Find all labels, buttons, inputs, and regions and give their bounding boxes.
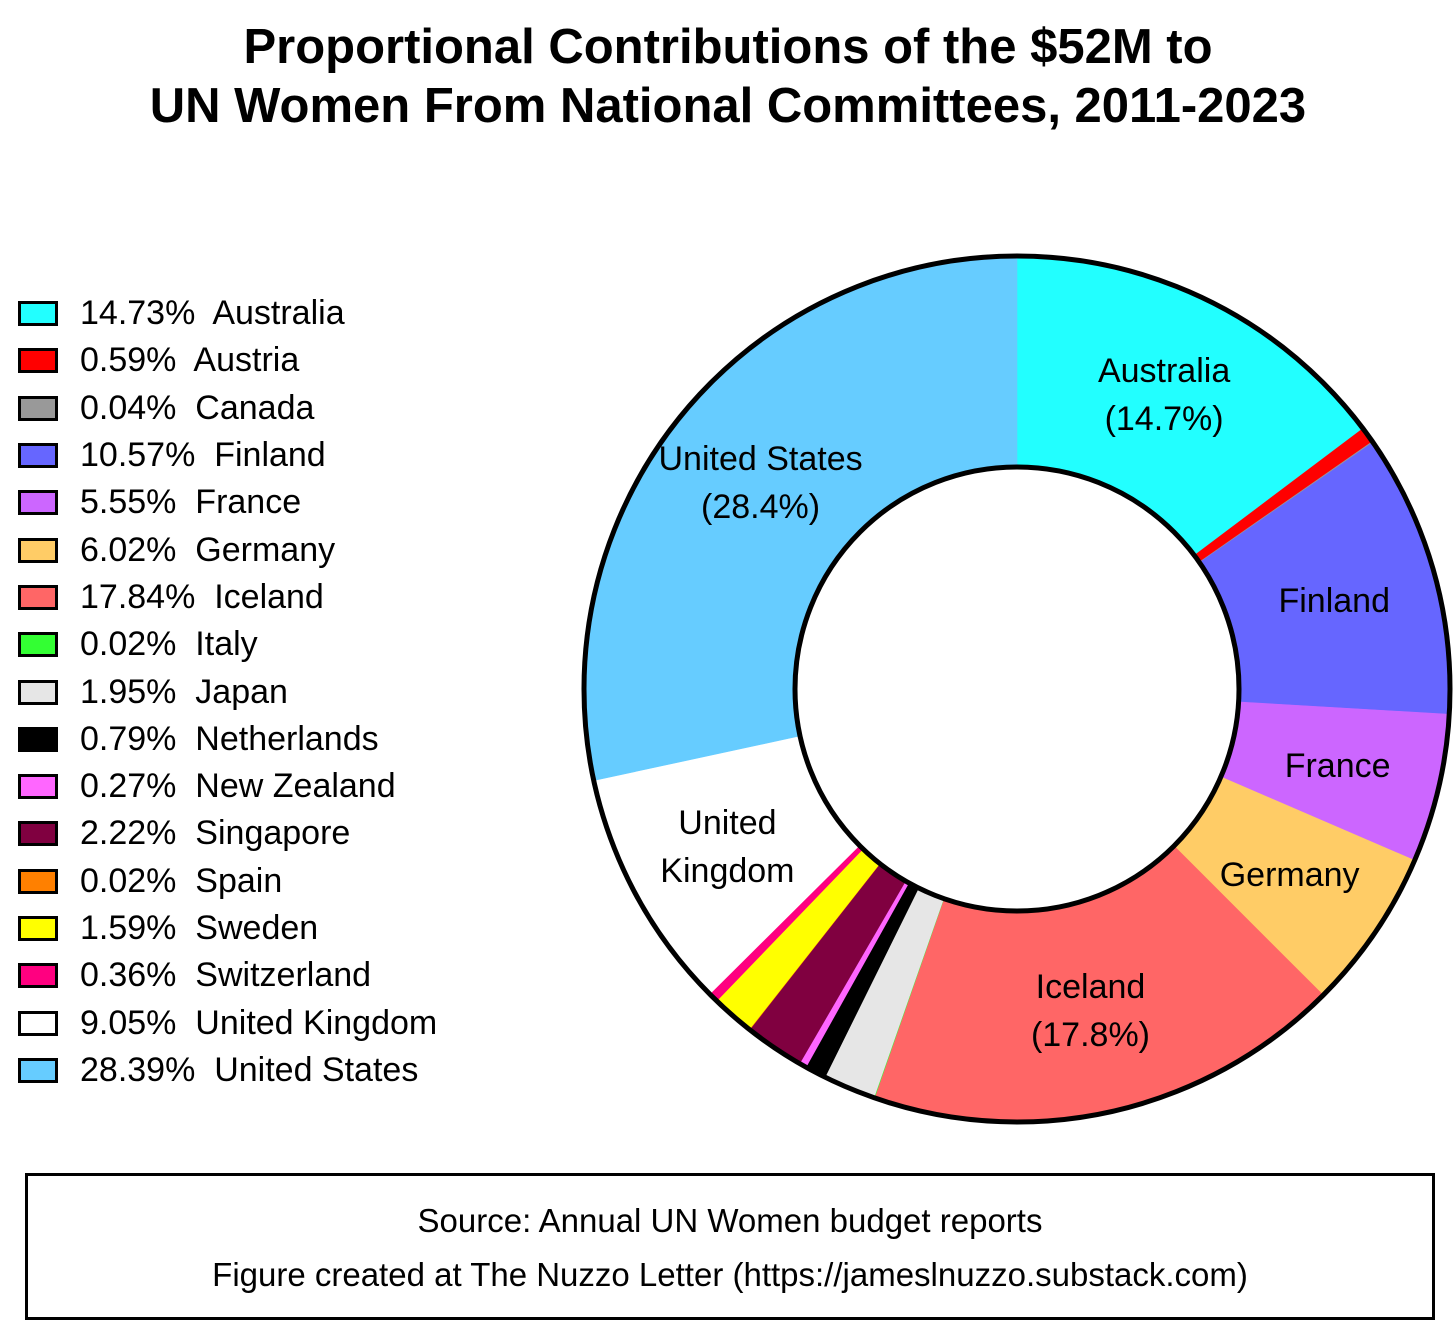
slice-label-germany: Germany: [1220, 856, 1360, 894]
legend-item-austria: 0.59% Austria: [18, 337, 437, 384]
legend-swatch: [18, 443, 58, 469]
slice-label-united-states: United States (28.4%): [658, 440, 862, 526]
legend-item-canada: 0.04% Canada: [18, 385, 437, 432]
chart-title-line-2: UN Women From National Committees, 2011-…: [149, 79, 1307, 133]
legend-label: 0.36% Switzerland: [80, 956, 372, 995]
slice-label-united-kingdom: United Kingdom: [660, 804, 794, 890]
legend-item-germany: 6.02% Germany: [18, 526, 437, 573]
slice-label-france: France: [1285, 747, 1391, 785]
legend-label: 0.59% Austria: [80, 341, 300, 380]
chart-title: Proportional Contributions of the $52M t…: [0, 18, 1456, 136]
legend-item-switzerland: 0.36% Switzerland: [18, 952, 437, 999]
slice-label-finland: Finland: [1278, 582, 1390, 620]
credit-text: Figure created at The Nuzzo Letter (http…: [212, 1256, 1248, 1293]
legend-label: 10.57% Finland: [80, 436, 326, 475]
legend-label: 0.79% Netherlands: [80, 719, 379, 758]
legend-label: 1.59% Sweden: [80, 909, 319, 947]
legend-label: 9.05% United Kingdom: [80, 1003, 438, 1042]
legend-swatch: [18, 868, 58, 894]
legend-swatch: [18, 963, 58, 989]
legend-item-iceland: 17.84% Iceland: [18, 574, 437, 621]
legend-swatch: [18, 726, 58, 752]
legend-swatch: [18, 774, 58, 800]
legend-label: 5.55% France: [80, 483, 302, 522]
legend-item-italy: 0.02% Italy: [18, 621, 437, 668]
legend-label: 0.02% Spain: [80, 861, 283, 900]
legend: 14.73% Australia 0.59% Austria 0.04% Canad…: [18, 290, 437, 1094]
legend-item-france: 5.55% France: [18, 479, 437, 526]
slice-label-iceland: Iceland (17.8%): [1031, 968, 1150, 1054]
legend-item-spain: 0.02% Spain: [18, 858, 437, 905]
legend-item-new-zealand: 0.27% New Zealand: [18, 763, 437, 810]
legend-item-australia: 14.73% Australia: [18, 290, 437, 337]
legend-item-united-kingdom: 9.05% United Kingdom: [18, 999, 437, 1046]
slice-label-australia: Australia (14.7%): [1098, 352, 1230, 438]
legend-swatch: [18, 301, 58, 327]
legend-swatch: [18, 679, 58, 705]
donut-hole: [792, 464, 1242, 914]
legend-label: 2.22% Singapore: [80, 814, 351, 853]
legend-label: 0.27% New Zealand: [80, 767, 396, 806]
legend-swatch: [18, 537, 58, 563]
legend-label: 0.02% Italy: [80, 625, 258, 664]
legend-swatch: [18, 632, 58, 658]
legend-swatch: [18, 348, 58, 374]
legend-swatch: [18, 584, 58, 610]
legend-swatch: [18, 490, 58, 516]
legend-swatch: [18, 395, 58, 421]
legend-item-united-states: 28.39% United States: [18, 1047, 437, 1094]
legend-label: 17.84% Iceland: [80, 577, 324, 616]
legend-label: 14.73% Australia: [80, 294, 345, 333]
legend-swatch: [18, 821, 58, 847]
legend-label: 28.39% United States: [80, 1050, 419, 1089]
legend-item-netherlands: 0.79% Netherlands: [18, 716, 437, 763]
legend-item-japan: 1.95% Japan: [18, 668, 437, 715]
donut-outer-ring: [581, 253, 1453, 1125]
legend-swatch: [18, 1057, 58, 1083]
legend-swatch: [18, 1010, 58, 1036]
legend-item-singapore: 2.22% Singapore: [18, 810, 437, 857]
source-box: Source: Annual UN Women budget reports F…: [25, 1173, 1435, 1320]
legend-item-finland: 10.57% Finland: [18, 432, 437, 479]
legend-label: 1.95% Japan: [80, 672, 288, 711]
legend-label: 6.02% Germany: [80, 530, 336, 569]
legend-item-sweden: 1.59% Sweden: [18, 905, 437, 952]
source-text: Source: Annual UN Women budget reports: [417, 1202, 1043, 1239]
legend-swatch: [18, 916, 58, 941]
legend-label: 0.04% Canada: [80, 388, 315, 427]
chart-title-line-1: Proportional Contributions of the $52M t…: [243, 20, 1213, 74]
